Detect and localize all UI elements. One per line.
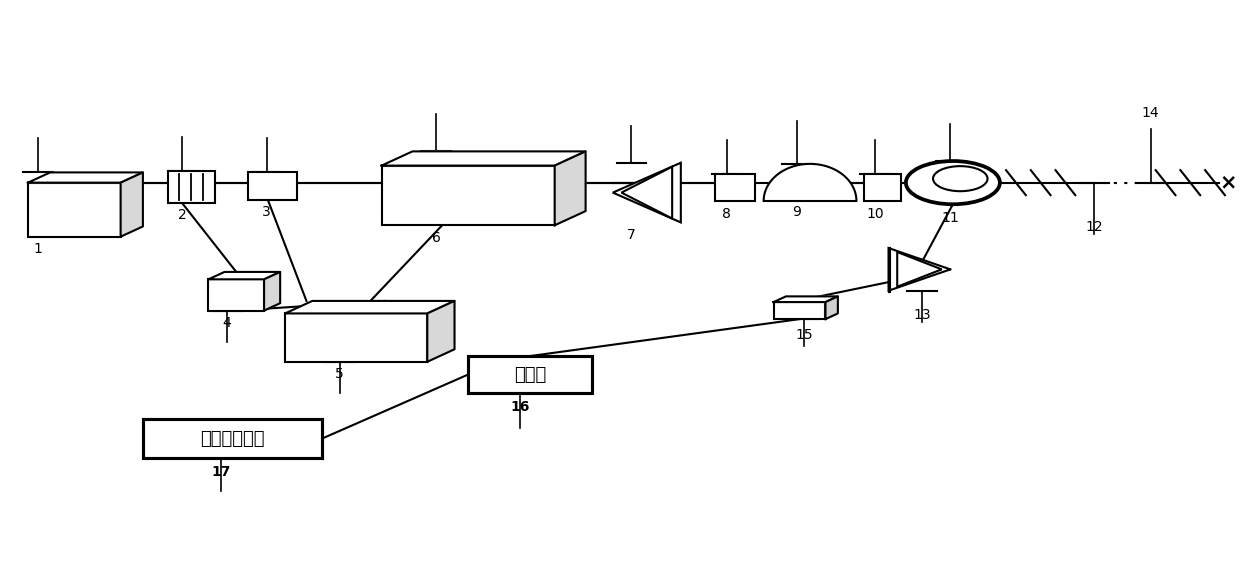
Polygon shape [382, 152, 585, 166]
Polygon shape [889, 248, 950, 291]
Polygon shape [613, 163, 681, 222]
Text: 10: 10 [867, 206, 884, 221]
Polygon shape [285, 301, 455, 314]
Polygon shape [428, 301, 455, 362]
Polygon shape [27, 172, 143, 182]
Text: 信号处理装置: 信号处理装置 [201, 430, 265, 447]
Polygon shape [208, 272, 280, 279]
Polygon shape [120, 172, 143, 237]
Circle shape [906, 161, 999, 204]
FancyBboxPatch shape [285, 314, 428, 362]
Polygon shape [621, 167, 672, 218]
Text: ×: × [1220, 173, 1238, 193]
Text: 15: 15 [796, 328, 813, 341]
FancyBboxPatch shape [248, 172, 298, 199]
Text: 11: 11 [941, 211, 960, 225]
FancyBboxPatch shape [208, 279, 264, 311]
Text: 12: 12 [1085, 219, 1102, 234]
FancyBboxPatch shape [715, 174, 755, 201]
FancyBboxPatch shape [774, 302, 826, 319]
Text: 5: 5 [335, 368, 343, 381]
FancyBboxPatch shape [27, 182, 120, 237]
Text: 13: 13 [913, 308, 931, 321]
FancyBboxPatch shape [167, 171, 215, 202]
Text: 2: 2 [179, 208, 187, 222]
Text: 16: 16 [511, 400, 529, 414]
FancyBboxPatch shape [382, 166, 554, 225]
Polygon shape [264, 272, 280, 311]
Circle shape [932, 166, 987, 191]
Text: 采集卡: 采集卡 [513, 365, 546, 384]
Polygon shape [774, 296, 838, 302]
Polygon shape [826, 296, 838, 319]
Text: 4: 4 [223, 316, 232, 330]
Text: 3: 3 [262, 205, 270, 219]
FancyBboxPatch shape [469, 356, 591, 393]
FancyBboxPatch shape [864, 174, 901, 201]
Text: 17: 17 [211, 465, 231, 479]
Text: 7: 7 [627, 228, 636, 242]
Polygon shape [554, 152, 585, 225]
Text: 14: 14 [1142, 106, 1159, 120]
Text: 9: 9 [792, 205, 801, 219]
Text: 8: 8 [722, 206, 732, 221]
FancyBboxPatch shape [143, 418, 322, 458]
Polygon shape [898, 252, 941, 287]
Polygon shape [764, 164, 857, 201]
Text: 1: 1 [33, 242, 42, 256]
Text: 6: 6 [432, 231, 440, 245]
